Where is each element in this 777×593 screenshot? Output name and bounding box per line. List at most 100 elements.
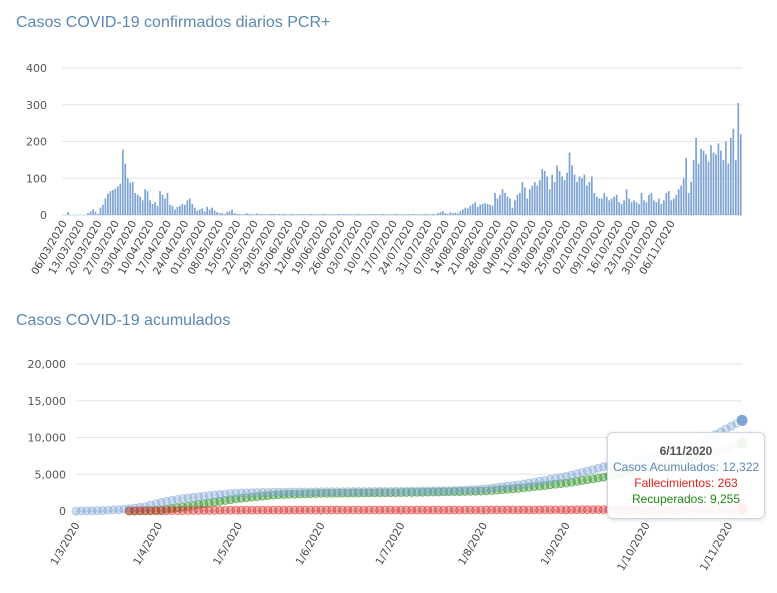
- bar: [707, 161, 710, 215]
- bar: [285, 214, 288, 215]
- bar: [479, 204, 482, 215]
- data-point: [593, 463, 603, 473]
- bar: [548, 189, 551, 215]
- x-tick-label: 1/5/2020: [211, 521, 245, 568]
- y-tick-label: 400: [26, 62, 47, 75]
- data-point: [151, 499, 161, 509]
- bar: [461, 209, 464, 215]
- bar: [184, 204, 186, 215]
- bar: [700, 148, 702, 215]
- bar: [313, 214, 315, 215]
- bar: [672, 198, 675, 215]
- bar: [380, 214, 382, 215]
- bar: [444, 213, 447, 215]
- bar: [124, 163, 127, 215]
- bar: [702, 150, 705, 215]
- bar: [573, 174, 576, 215]
- data-point: [167, 496, 177, 505]
- bar: [233, 213, 236, 215]
- bar: [457, 213, 459, 215]
- y-tick-label: 200: [26, 136, 47, 149]
- bar: [382, 213, 385, 215]
- bar: [643, 200, 645, 215]
- daily-cases-chart-title: Casos COVID-19 confirmados diarios PCR+: [16, 14, 331, 31]
- bar: [141, 200, 144, 215]
- bar: [308, 214, 310, 215]
- x-tick-label: 1/7/2020: [374, 521, 408, 568]
- bar: [563, 180, 566, 215]
- y-tick-label: 20,000: [28, 358, 67, 371]
- bar: [139, 196, 142, 216]
- bar: [370, 213, 372, 215]
- bar: [474, 202, 477, 215]
- daily-cases-bar-chart[interactable]: 010020030040006/03/202013/03/202020/03/2…: [0, 0, 777, 300]
- bar: [658, 198, 660, 215]
- bar: [246, 213, 248, 215]
- bar: [667, 191, 670, 215]
- bar: [389, 214, 392, 215]
- bar: [452, 213, 454, 215]
- bar: [623, 200, 625, 215]
- data-point: [572, 469, 582, 479]
- y-tick-label: 15,000: [28, 395, 67, 408]
- bar: [407, 214, 410, 215]
- bar: [357, 213, 360, 215]
- x-tick-label: 1/3/2020: [49, 521, 83, 568]
- y-tick-label: 0: [40, 209, 47, 222]
- bar: [429, 214, 432, 215]
- data-point: [567, 470, 576, 480]
- bar: [104, 198, 107, 215]
- data-point: [519, 479, 528, 489]
- bar: [154, 202, 156, 215]
- bar: [97, 213, 99, 215]
- bar: [645, 202, 648, 215]
- bar: [92, 209, 94, 215]
- bar: [345, 214, 347, 215]
- bar: [89, 211, 92, 215]
- data-point: [726, 421, 736, 431]
- bar: [546, 176, 549, 215]
- bar: [367, 214, 370, 215]
- bar: [675, 194, 678, 215]
- bar: [114, 188, 117, 215]
- bar: [635, 202, 638, 215]
- bar: [734, 159, 737, 216]
- bar: [151, 203, 154, 215]
- bar: [392, 214, 395, 215]
- bar: [258, 214, 261, 215]
- bar: [449, 212, 452, 215]
- bar: [459, 211, 462, 215]
- bar: [397, 214, 400, 215]
- bar: [196, 210, 199, 215]
- data-point: [172, 495, 182, 504]
- bar: [732, 128, 735, 215]
- bar: [322, 213, 325, 215]
- bar: [608, 200, 611, 215]
- x-tick-label: 1/11/2020: [698, 521, 735, 574]
- bar: [268, 214, 271, 215]
- x-tick-label: 1/9/2020: [539, 521, 573, 568]
- bar: [588, 181, 591, 216]
- bar: [712, 152, 715, 216]
- bar: [174, 209, 176, 215]
- bar: [412, 213, 415, 215]
- bar: [432, 213, 434, 215]
- bar: [506, 196, 509, 216]
- y-tick-label: 0: [59, 505, 66, 518]
- data-point: [561, 472, 571, 481]
- bar: [318, 214, 320, 215]
- y-tick-label: 10,000: [28, 432, 67, 445]
- bar: [203, 211, 206, 215]
- bar: [117, 186, 119, 216]
- bar: [422, 214, 424, 215]
- bar: [417, 214, 419, 215]
- bar: [305, 214, 308, 215]
- bar: [722, 159, 725, 216]
- bar: [628, 198, 630, 215]
- bar: [442, 211, 444, 215]
- bar: [360, 214, 362, 215]
- bar: [640, 192, 643, 215]
- bar: [99, 207, 102, 215]
- bar: [682, 178, 685, 215]
